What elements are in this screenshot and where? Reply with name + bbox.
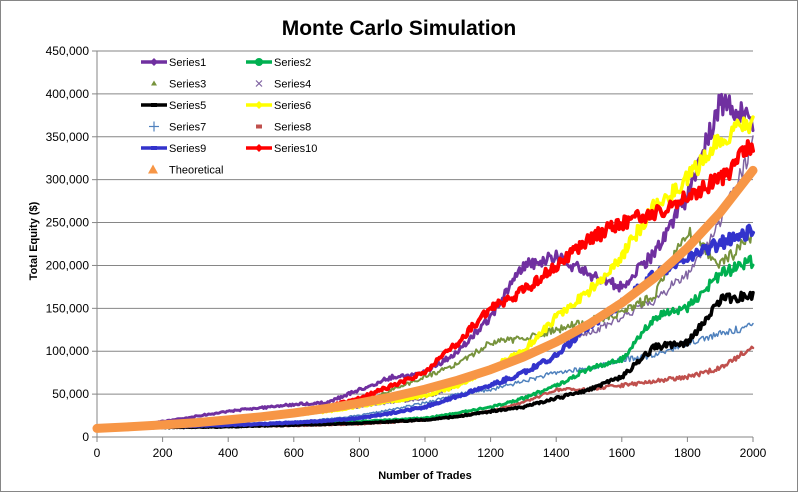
legend-marker xyxy=(255,101,263,109)
legend-marker xyxy=(255,144,263,152)
legend: Series1 Series2 Series3 Series4 Series5 Serie… xyxy=(141,57,317,177)
x-tick-label: 600 xyxy=(284,446,304,460)
legend-item-series2: Series2 xyxy=(246,57,311,69)
x-tick-label: 2000 xyxy=(740,446,767,460)
legend-label: Series1 xyxy=(169,57,206,69)
legend-marker xyxy=(256,124,262,129)
chart-title: Monte Carlo Simulation xyxy=(282,17,517,40)
x-tick-label: 400 xyxy=(218,446,238,460)
x-tick-label: 0 xyxy=(94,446,101,460)
legend-item-series3: Series3 xyxy=(151,79,206,91)
series-line xyxy=(92,165,758,433)
x-tick-labels: 0 200 400 600 800 1000 1200 1400 1600 1800 2000 xyxy=(94,446,767,460)
y-tick-label: 0 xyxy=(82,430,89,444)
legend-marker xyxy=(148,164,158,174)
legend-marker xyxy=(150,58,158,66)
x-tick-label: 1400 xyxy=(543,446,570,460)
y-tick-label: 400,000 xyxy=(46,87,90,101)
y-tick-label: 150,000 xyxy=(46,301,90,315)
x-tick-label: 1000 xyxy=(412,446,439,460)
y-tick-label: 350,000 xyxy=(46,130,90,144)
legend-marker xyxy=(151,103,157,107)
legend-label: Series7 xyxy=(169,122,206,134)
y-tick-labels: 0 50,000 100,000 150,000 200,000 250,000 300,0… xyxy=(46,44,90,444)
legend-item-series9: Series9 xyxy=(141,143,206,155)
y-tick-label: 250,000 xyxy=(46,216,90,230)
legend-label: Series4 xyxy=(274,79,311,91)
x-tick-label: 1200 xyxy=(477,446,504,460)
series-theoretical xyxy=(92,165,758,433)
legend-item-theoretical: Theoretical xyxy=(148,164,223,177)
series-layer xyxy=(92,92,758,433)
x-axis-title: Number of Trades xyxy=(378,470,472,482)
y-tick-label: 100,000 xyxy=(46,344,90,358)
legend-label: Series9 xyxy=(169,143,206,155)
legend-label: Series6 xyxy=(274,100,311,112)
y-tick-label: 200,000 xyxy=(46,258,90,272)
legend-label: Series2 xyxy=(274,57,311,69)
legend-label: Theoretical xyxy=(169,165,223,177)
legend-marker xyxy=(255,80,263,87)
y-tick-label: 50,000 xyxy=(52,387,89,401)
legend-item-series7: Series7 xyxy=(149,121,206,134)
legend-item-series6: Series6 xyxy=(246,100,311,112)
legend-label: Series5 xyxy=(169,100,206,112)
legend-marker xyxy=(255,58,263,66)
y-axis-title: Total Equity ($) xyxy=(28,201,40,280)
legend-item-series10: Series10 xyxy=(246,143,317,155)
x-tick-label: 1800 xyxy=(674,446,701,460)
legend-item-series5: Series5 xyxy=(141,100,206,112)
legend-label: Series3 xyxy=(169,79,206,91)
x-tick-label: 1600 xyxy=(608,446,635,460)
legend-label: Series8 xyxy=(274,122,311,134)
legend-item-series4: Series4 xyxy=(255,79,311,91)
axes xyxy=(92,50,754,442)
x-tick-label: 200 xyxy=(153,446,173,460)
legend-marker xyxy=(151,146,157,150)
y-tick-label: 450,000 xyxy=(46,44,90,58)
grid-lines xyxy=(97,50,753,395)
legend-item-series8: Series8 xyxy=(256,122,311,134)
legend-label: Series10 xyxy=(274,143,317,155)
y-tick-label: 300,000 xyxy=(46,173,90,187)
x-tick-label: 800 xyxy=(349,446,369,460)
legend-marker xyxy=(151,80,157,86)
legend-item-series1: Series1 xyxy=(141,57,206,69)
